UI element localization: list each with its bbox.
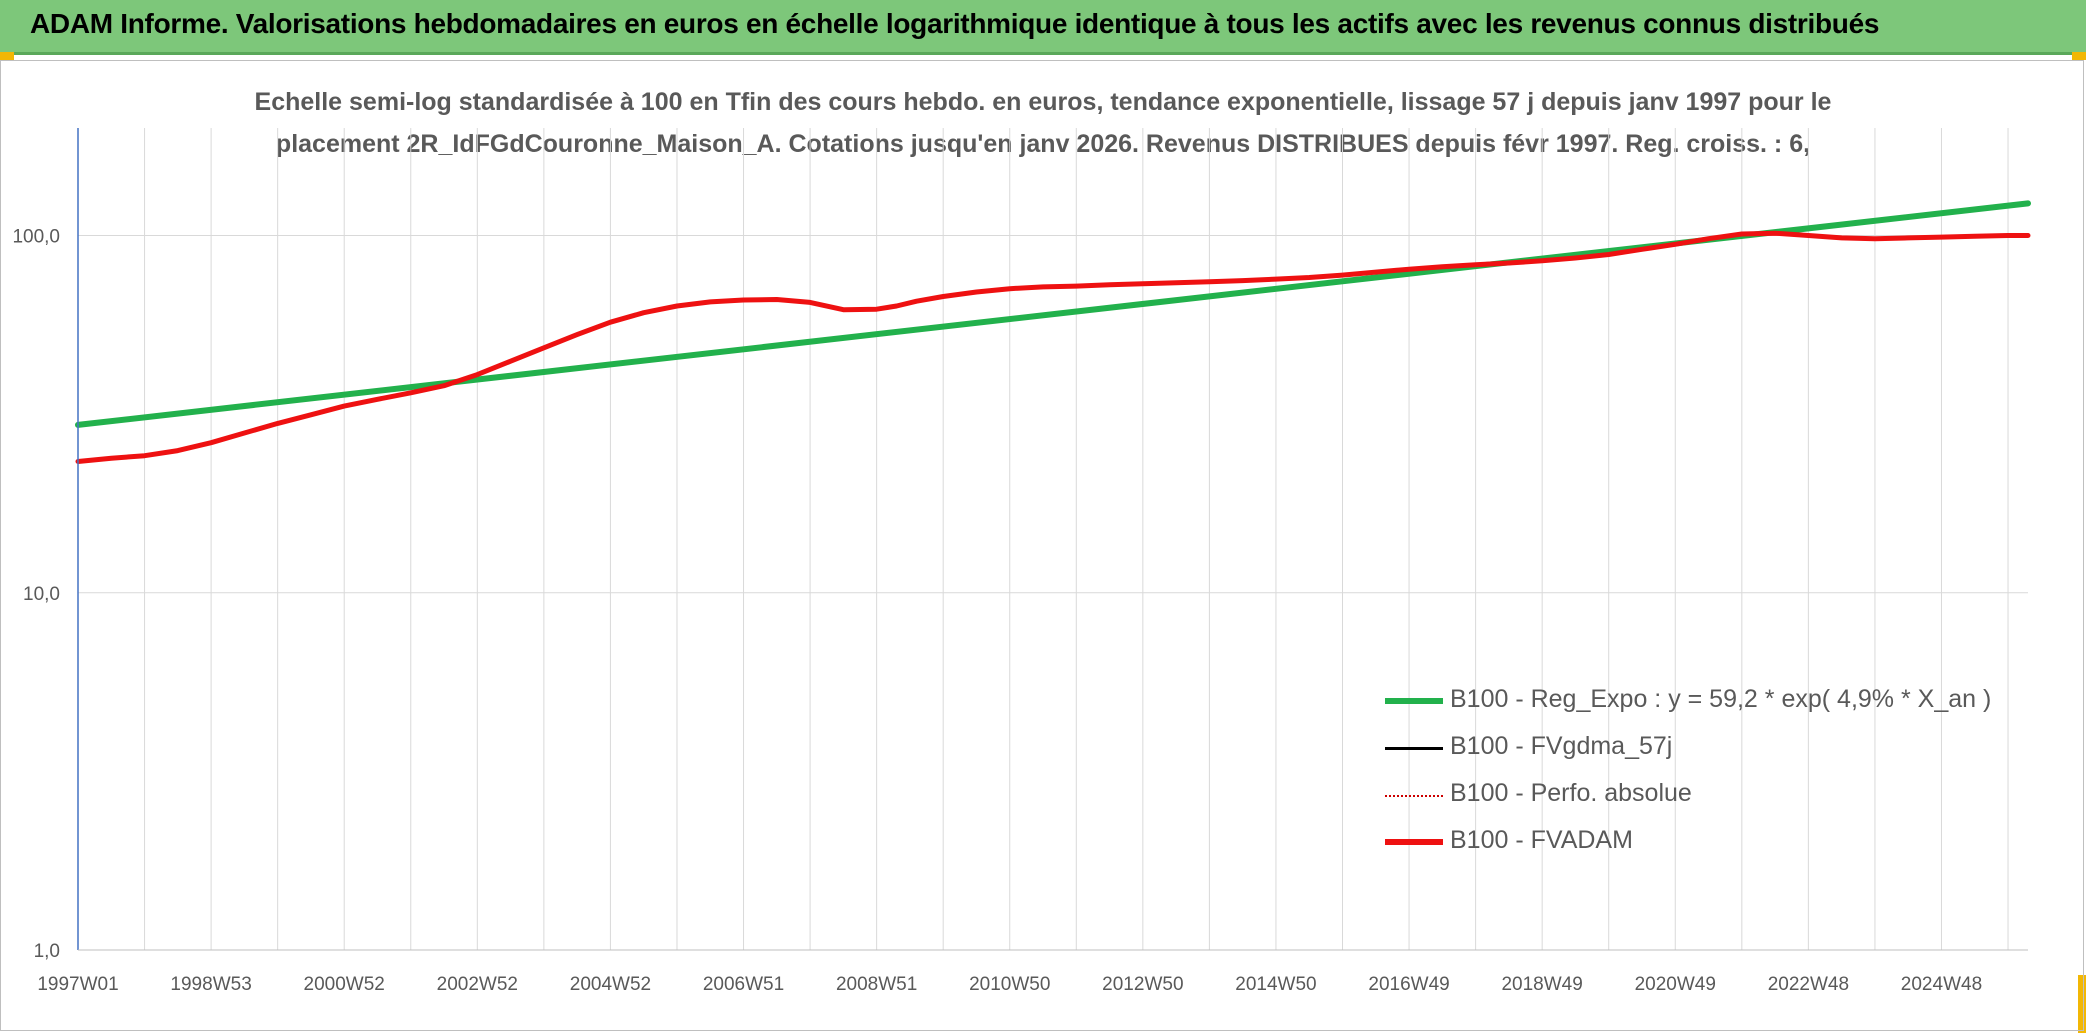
legend-label-perfo: B100 - Perfo. absolue <box>1450 779 1692 807</box>
chart-frame <box>0 60 2084 1031</box>
x-tick-label: 2010W50 <box>969 974 1050 995</box>
report-title: ADAM Informe. Valorisations hebdomadaire… <box>30 8 1880 39</box>
legend-swatch-regression <box>1385 698 1443 704</box>
corner-accent-right <box>2072 52 2086 60</box>
legend-item-fvgdma: B100 - FVgdma_57j <box>1385 728 2025 775</box>
x-tick-label: 2004W52 <box>570 974 651 995</box>
x-tick-label: 2006W51 <box>703 974 784 995</box>
legend-label-regression: B100 - Reg_Expo : y = 59,2 * exp( 4,9% *… <box>1450 685 1992 713</box>
corner-accent-bottom-right <box>2078 975 2086 1033</box>
legend-swatch-fvgdma <box>1385 747 1443 750</box>
y-tick-label: 10,0 <box>23 584 60 605</box>
chart-subtitle-line2: placement 2R_IdFGdCouronne_Maison_A. Cot… <box>275 130 1811 158</box>
legend-swatch-perfo <box>1385 795 1443 797</box>
y-tick-label: 1,0 <box>34 941 60 962</box>
x-tick-label: 2008W51 <box>836 974 917 995</box>
legend-label-fvadam: B100 - FVADAM <box>1450 826 1633 854</box>
legend-item-fvadam: B100 - FVADAM <box>1385 822 2025 869</box>
legend-label-fvgdma: B100 - FVgdma_57j <box>1450 732 1673 760</box>
x-tick-label: 2012W50 <box>1102 974 1183 995</box>
x-tick-label: 2002W52 <box>437 974 518 995</box>
corner-accent-left <box>0 52 14 60</box>
series-line-fvadam <box>75 230 2031 464</box>
x-tick-label: 2018W49 <box>1501 974 1582 995</box>
x-tick-label: 2014W50 <box>1235 974 1316 995</box>
legend-item-regression: B100 - Reg_Expo : y = 59,2 * exp( 4,9% *… <box>1385 681 2025 728</box>
legend-item-perfo: B100 - Perfo. absolue <box>1385 775 2025 822</box>
chart-subtitle-line1: Echelle semi-log standardisée à 100 en T… <box>254 88 1832 116</box>
report-header: ADAM Informe. Valorisations hebdomadaire… <box>0 0 2086 55</box>
x-tick-label: 1998W53 <box>170 974 251 995</box>
x-tick-label: 1997W01 <box>37 974 118 995</box>
x-tick-label: 2024W48 <box>1901 974 1982 995</box>
y-tick-label: 100,0 <box>12 227 60 248</box>
x-tick-label: 2000W52 <box>304 974 385 995</box>
x-tick-label: 2022W48 <box>1768 974 1849 995</box>
x-tick-label: 2016W49 <box>1368 974 1449 995</box>
x-tick-label: 2020W49 <box>1635 974 1716 995</box>
chart-legend: B100 - Reg_Expo : y = 59,2 * exp( 4,9% *… <box>1385 681 2025 869</box>
legend-swatch-fvadam <box>1385 839 1443 845</box>
